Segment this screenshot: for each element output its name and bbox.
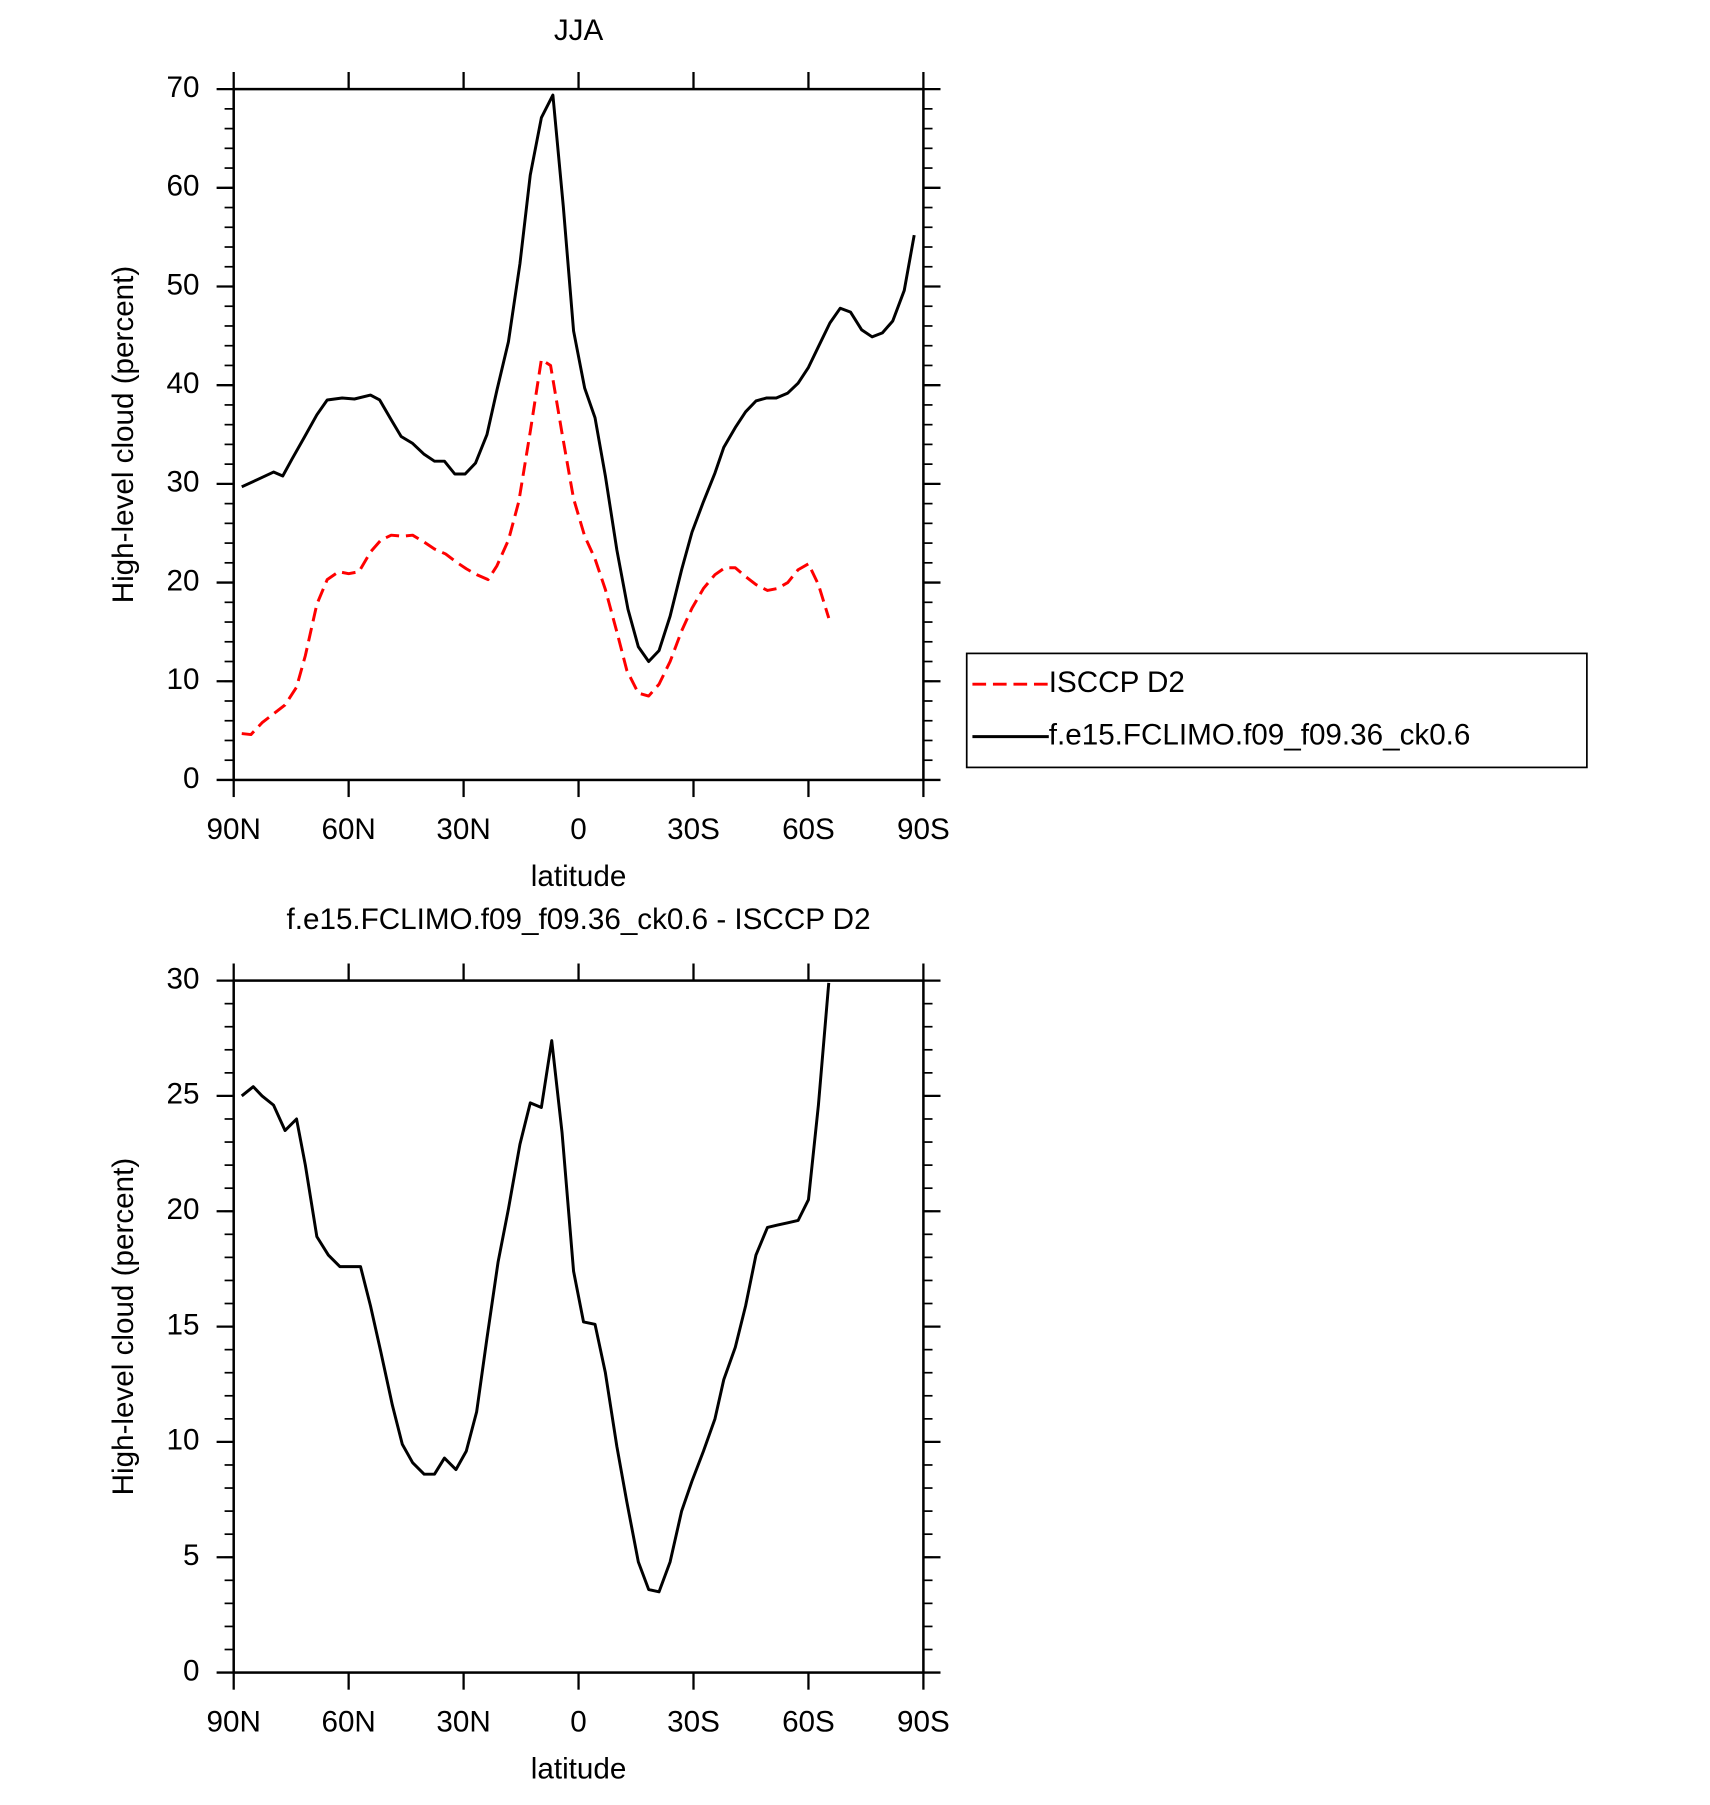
y-tick-label: 20	[167, 564, 200, 597]
y-tick-label: 0	[183, 1654, 199, 1687]
chart-title: f.e15.FCLIMO.f09_f09.36_ck0.6 - ISCCP D2	[287, 903, 871, 936]
legend-label: f.e15.FCLIMO.f09_f09.36_ck0.6	[1049, 718, 1471, 751]
y-tick-label: 70	[167, 71, 200, 104]
y-tick-label: 10	[167, 1424, 200, 1457]
chart-title: JJA	[554, 14, 604, 47]
x-axis-label: latitude	[531, 1752, 627, 1785]
x-tick-label: 30S	[667, 1706, 720, 1739]
data-line	[241, 93, 916, 664]
x-tick-label: 60N	[321, 1706, 375, 1739]
y-tick-label: 0	[183, 762, 199, 795]
y-axis-label: High-level cloud (percent)	[107, 1158, 140, 1496]
plot-frame	[232, 87, 925, 782]
x-tick-label: 60S	[782, 813, 835, 846]
x-tick-label: 30N	[436, 1706, 490, 1739]
y-tick-label: 25	[167, 1078, 200, 1111]
x-tick-label: 60N	[321, 813, 375, 846]
y-tick-label: 50	[167, 268, 200, 301]
y-tick-label: 30	[167, 466, 200, 499]
x-tick-label: 30S	[667, 813, 720, 846]
y-axis-label: High-level cloud (percent)	[107, 266, 140, 604]
x-tick-label: 90N	[207, 813, 261, 846]
plot-frame	[232, 979, 925, 1674]
y-tick-label: 40	[167, 367, 200, 400]
data-line	[241, 358, 831, 737]
x-axis-label: latitude	[531, 860, 627, 893]
x-tick-label: 90N	[207, 1706, 261, 1739]
y-tick-label: 15	[167, 1308, 200, 1341]
y-tick-label: 10	[167, 663, 200, 696]
y-tick-label: 60	[167, 170, 200, 203]
legend-label: ISCCP D2	[1049, 666, 1185, 699]
x-tick-label: 0	[570, 1706, 586, 1739]
x-tick-label: 30N	[436, 813, 490, 846]
x-tick-label: 0	[570, 813, 586, 846]
y-tick-label: 5	[183, 1539, 199, 1572]
x-tick-label: 90S	[897, 813, 950, 846]
y-tick-label: 30	[167, 962, 200, 995]
legend-box	[965, 652, 1588, 769]
y-tick-label: 20	[167, 1193, 200, 1226]
x-tick-label: 90S	[897, 1706, 950, 1739]
data-line	[240, 982, 831, 1594]
x-tick-label: 60S	[782, 1706, 835, 1739]
